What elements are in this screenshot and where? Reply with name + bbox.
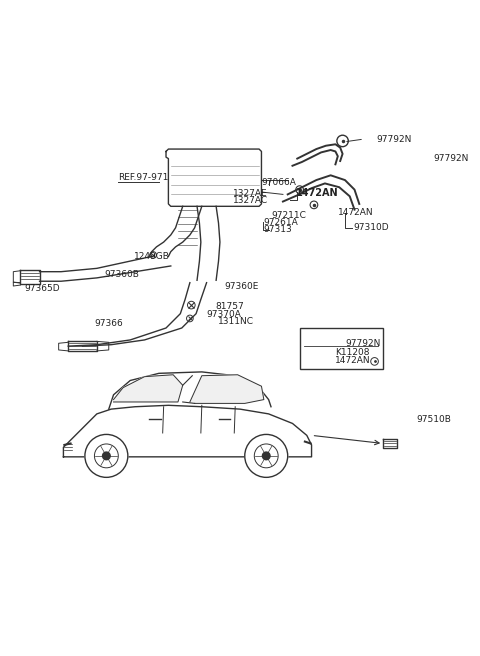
Text: 97313: 97313: [263, 225, 292, 234]
Text: 97792N: 97792N: [376, 135, 411, 144]
Text: 97066A: 97066A: [262, 178, 296, 187]
Text: 97792N: 97792N: [433, 154, 468, 163]
Text: 1249GB: 1249GB: [134, 252, 170, 261]
Text: REF.97-971: REF.97-971: [118, 173, 168, 182]
Text: 1472AN: 1472AN: [296, 188, 339, 198]
Polygon shape: [109, 372, 271, 409]
Text: 1311NC: 1311NC: [217, 318, 253, 326]
Bar: [300, 328, 383, 369]
Text: 97510B: 97510B: [417, 415, 451, 424]
Text: 97365D: 97365D: [24, 284, 60, 293]
Text: 1472AN: 1472AN: [338, 208, 373, 217]
Polygon shape: [190, 375, 264, 403]
Text: 1327AC: 1327AC: [233, 195, 268, 205]
Circle shape: [245, 434, 288, 478]
Text: 97366: 97366: [95, 319, 123, 328]
Text: 81757: 81757: [215, 302, 244, 311]
Text: 1472AN: 1472AN: [336, 356, 371, 365]
Text: 97792N: 97792N: [345, 338, 380, 348]
Circle shape: [103, 452, 110, 460]
Text: K11208: K11208: [336, 348, 370, 358]
Text: 97360B: 97360B: [104, 270, 139, 279]
Text: 97310D: 97310D: [354, 223, 389, 232]
Text: 97370A: 97370A: [206, 310, 241, 319]
Polygon shape: [114, 375, 183, 402]
Text: 97211C: 97211C: [271, 211, 306, 220]
Text: 97261A: 97261A: [263, 218, 298, 226]
Circle shape: [263, 452, 270, 460]
Polygon shape: [63, 405, 312, 457]
Text: 97360E: 97360E: [225, 281, 259, 291]
Circle shape: [85, 434, 128, 478]
Text: 1327AE: 1327AE: [233, 189, 267, 198]
